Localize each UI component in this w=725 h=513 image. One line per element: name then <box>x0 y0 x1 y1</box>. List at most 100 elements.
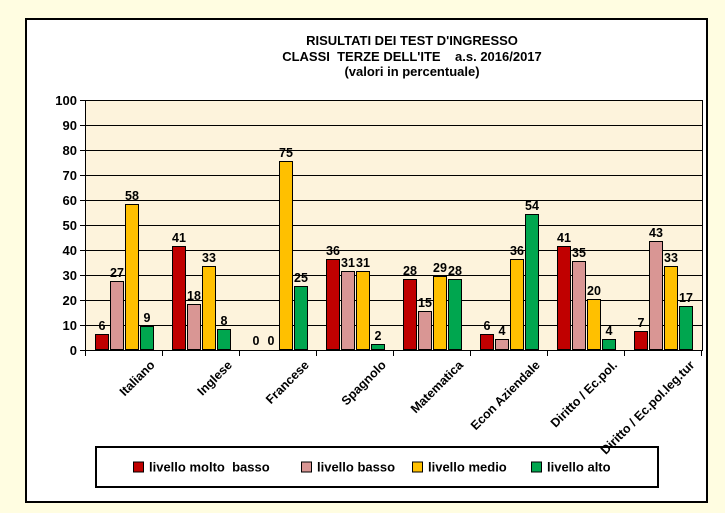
legend: livello molto basso livello basso livello … <box>95 446 659 488</box>
x-axis-category-label: Inglese <box>194 358 235 399</box>
bar-livello-medio-Matematica <box>433 276 447 350</box>
bar-livello-medio-Diritto-Ec-pol- <box>587 299 601 350</box>
bar-value-label: 8 <box>220 314 228 328</box>
bar-value-label: 17 <box>679 291 693 305</box>
bar-livello-basso-Matematica <box>418 311 432 350</box>
bar-livello-medio-Spagnolo <box>356 271 370 350</box>
y-axis-tick <box>80 325 85 326</box>
x-axis-tick <box>547 351 548 356</box>
y-axis-tick <box>80 150 85 151</box>
x-axis-category-label: Matematica <box>407 358 466 417</box>
gridline <box>86 325 702 326</box>
legend-item: livello basso <box>301 460 395 475</box>
bar-value-label: 25 <box>294 271 308 285</box>
legend-item: livello molto basso <box>133 460 270 475</box>
y-axis-tick <box>80 350 85 351</box>
x-axis-category-label: Econ Aziendale <box>468 358 543 433</box>
bar-livello-basso-Diritto-Ec-pol- <box>572 261 586 350</box>
gridline <box>86 150 702 151</box>
bar-value-label: 35 <box>572 246 586 260</box>
bar-livello-basso-Spagnolo <box>341 271 355 350</box>
gridline <box>86 200 702 201</box>
x-axis-category-label: Spagnolo <box>338 358 389 409</box>
bar-value-label: 9 <box>143 311 151 325</box>
bar-livello-medio-Italiano <box>125 204 139 350</box>
y-axis-tick <box>80 100 85 101</box>
gridline <box>86 125 702 126</box>
bar-livello-molto-basso-Diritto-Ec-pol- <box>557 246 571 350</box>
bar-value-label: 4 <box>605 324 613 338</box>
y-axis-tick-label: 60 <box>62 193 77 208</box>
y-axis-tick <box>80 125 85 126</box>
x-axis: Italiano Inglese Francese Spagnolo Matematic… <box>27 20 706 501</box>
y-axis-tick <box>80 175 85 176</box>
x-axis-tick <box>316 351 317 356</box>
legend-label: livello basso <box>317 459 396 475</box>
y-axis-tick <box>80 225 85 226</box>
bar-livello-basso-Inglese <box>187 304 201 350</box>
legend-label: livello alto <box>547 459 611 475</box>
x-axis-tick <box>239 351 240 356</box>
y-axis-tick-label: 10 <box>62 318 77 333</box>
bar-livello-basso-Econ-Aziendale <box>495 339 509 350</box>
chart-title-line-3: (valori in percentuale) <box>344 64 480 79</box>
bar-value-label: 6 <box>483 319 491 333</box>
y-axis-tick <box>80 250 85 251</box>
bar-value-label: 4 <box>498 324 506 338</box>
gridline <box>86 100 702 101</box>
y-axis-tick-label: 100 <box>55 93 77 108</box>
gridline <box>86 300 702 301</box>
bar-livello-medio-Econ-Aziendale <box>510 259 524 350</box>
bar-livello-alto-Inglese <box>217 329 231 350</box>
x-axis-tick <box>470 351 471 356</box>
chart-title: RISULTATI DEI TEST D'INGRESSO CLASSI TER… <box>97 33 725 80</box>
legend-label: livello medio <box>428 459 507 475</box>
bar-livello-basso-Diritto-Ec-pol-leg-tur <box>649 241 663 350</box>
bar-value-label: 31 <box>341 256 355 270</box>
bar-livello-molto-basso-Italiano <box>95 334 109 350</box>
bar-value-label: 28 <box>448 264 462 278</box>
x-axis-tick <box>701 351 702 356</box>
bar-livello-molto-basso-Econ-Aziendale <box>480 334 494 350</box>
bar-livello-molto-basso-Spagnolo <box>326 259 340 350</box>
gridline <box>86 250 702 251</box>
bar-livello-alto-Econ-Aziendale <box>525 214 539 350</box>
y-axis-tick <box>80 275 85 276</box>
legend-label: livello molto basso <box>149 459 270 475</box>
bar-value-label: 2 <box>374 329 382 343</box>
bar-value-label: 75 <box>279 146 293 160</box>
legend-item: livello medio <box>412 460 507 475</box>
y-axis-tick-label: 40 <box>62 243 77 258</box>
gridline <box>86 225 702 226</box>
bar-livello-medio-Inglese <box>202 266 216 350</box>
bar-livello-basso-Italiano <box>110 281 124 350</box>
bar-value-label: 20 <box>587 284 601 298</box>
y-axis-tick <box>80 300 85 301</box>
bar-value-label: 0 <box>252 334 260 348</box>
bar-value-label: 41 <box>172 231 186 245</box>
legend-swatch-livello-alto <box>531 461 542 473</box>
bar-value-label: 58 <box>125 189 139 203</box>
bar-value-label: 27 <box>110 266 124 280</box>
plot-area: 6 27 58 9 41 18 33 8 0 0 75 25 36 31 31 2 28 15 29 28 6 4 36 54… <box>85 100 703 351</box>
gridline <box>86 275 702 276</box>
y-axis-tick-label: 30 <box>62 268 77 283</box>
bar-livello-alto-Italiano <box>140 326 154 350</box>
bar-livello-alto-Diritto-Ec-pol- <box>602 339 616 350</box>
bar-livello-molto-basso-Matematica <box>403 279 417 350</box>
chart-container: RISULTATI DEI TEST D'INGRESSO CLASSI TER… <box>25 18 708 503</box>
bar-value-label: 18 <box>187 289 201 303</box>
bar-value-label: 31 <box>356 256 370 270</box>
legend-swatch-livello-medio <box>412 461 423 473</box>
chart-title-line-1: RISULTATI DEI TEST D'INGRESSO <box>306 33 518 48</box>
legend-swatch-livello-basso <box>301 461 312 473</box>
y-axis-tick-label: 20 <box>62 293 77 308</box>
bar-value-label: 33 <box>664 251 678 265</box>
y-axis-tick-label: 0 <box>69 343 77 358</box>
bar-value-label: 15 <box>418 296 432 310</box>
bar-value-label: 41 <box>557 231 571 245</box>
legend-item: livello alto <box>531 460 611 475</box>
gridline <box>86 175 702 176</box>
chart-title-line-2: CLASSI TERZE DELL'ITE a.s. 2016/2017 <box>282 48 542 64</box>
